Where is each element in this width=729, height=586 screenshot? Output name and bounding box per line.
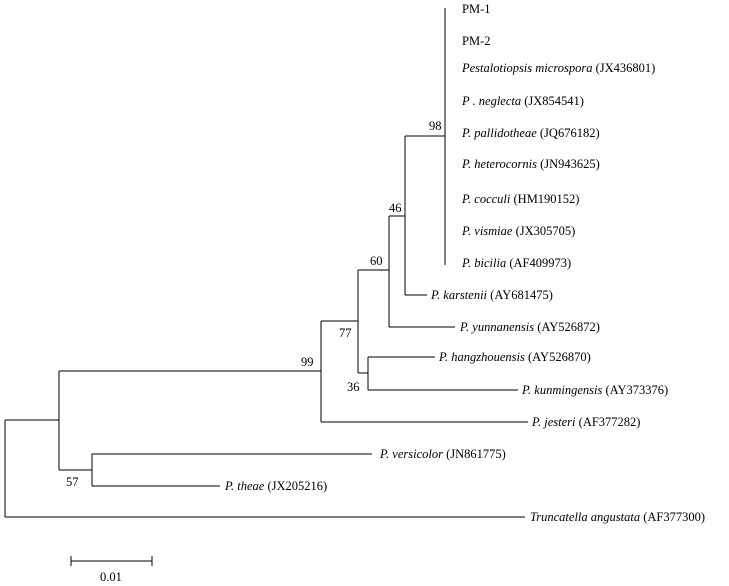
bootstrap-value: 99 bbox=[301, 355, 314, 369]
bootstrap-values: 98 46 60 77 99 36 57 bbox=[66, 119, 442, 489]
taxon-label: P. bicilia (AF409973) bbox=[461, 256, 571, 270]
scale-bar: 0.01 bbox=[70, 556, 153, 584]
bootstrap-value: 57 bbox=[66, 475, 79, 489]
tree-branches bbox=[4, 8, 528, 518]
taxon-label: P. theae (JX205216) bbox=[224, 479, 327, 493]
taxon-label: PM-2 bbox=[462, 34, 490, 48]
taxon-label: P. cocculi (HM190152) bbox=[461, 192, 579, 206]
taxon-label: P. pallidotheae (JQ676182) bbox=[461, 126, 600, 140]
taxon-label: P. hangzhouensis (AY526870) bbox=[438, 350, 591, 364]
bootstrap-value: 36 bbox=[347, 380, 360, 394]
taxon-label: P. vismiae (JX305705) bbox=[461, 224, 575, 238]
taxon-label: P. versicolor (JN861775) bbox=[379, 447, 506, 461]
taxon-label: PM-1 bbox=[462, 2, 490, 16]
bootstrap-value: 77 bbox=[339, 326, 352, 340]
scale-bar-label: 0.01 bbox=[100, 570, 122, 584]
bootstrap-value: 60 bbox=[370, 254, 383, 268]
bootstrap-value: 46 bbox=[389, 201, 402, 215]
taxon-labels: PM-1 PM-2 Pestalotiopsis microspora (JX4… bbox=[224, 2, 705, 524]
taxon-label: P. kunmingensis (AY373376) bbox=[521, 383, 668, 397]
taxon-label: Truncatella angustata (AF377300) bbox=[530, 510, 705, 524]
bootstrap-value: 98 bbox=[429, 119, 442, 133]
taxon-label: P. jesteri (AF377282) bbox=[531, 415, 640, 429]
taxon-label: P. heterocornis (JN943625) bbox=[461, 157, 600, 171]
taxon-label: P. karstenii (AY681475) bbox=[430, 288, 553, 302]
taxon-label: Pestalotiopsis microspora (JX436801) bbox=[461, 61, 655, 75]
taxon-label: P . neglecta (JX854541) bbox=[461, 94, 584, 108]
taxon-label: P. yunnanensis (AY526872) bbox=[459, 320, 600, 334]
